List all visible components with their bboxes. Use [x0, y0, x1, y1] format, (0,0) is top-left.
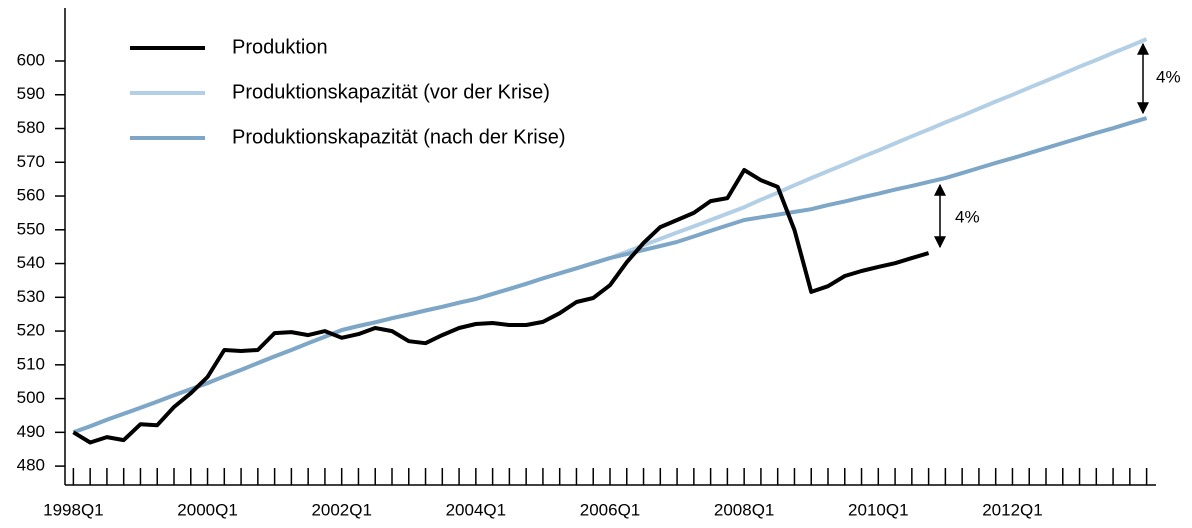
legend-label: Produktionskapazität (nach der Krise)	[232, 126, 566, 148]
y-tick-label: 550	[17, 219, 45, 238]
x-tick-label: 2000Q1	[177, 500, 238, 519]
x-tick-label: 2006Q1	[580, 500, 641, 519]
y-tick-label: 600	[17, 50, 45, 69]
y-tick-label: 480	[17, 456, 45, 475]
x-tick-label: 2010Q1	[848, 500, 909, 519]
y-tick-label: 590	[17, 84, 45, 103]
y-tick-label: 500	[17, 388, 45, 407]
x-tick-label: 2004Q1	[446, 500, 507, 519]
y-tick-label: 510	[17, 354, 45, 373]
y-tick-label: 540	[17, 253, 45, 272]
y-tick-label: 490	[17, 422, 45, 441]
series-line	[72, 116, 1148, 435]
x-tick-label: 2002Q1	[311, 500, 372, 519]
x-tick-label: 2008Q1	[714, 500, 775, 519]
annotation: 4%	[955, 207, 980, 226]
x-tick-label: 1998Q1	[43, 500, 104, 519]
series-line	[72, 168, 930, 445]
legend-label: Produktionskapazität (vor der Krise)	[232, 81, 550, 103]
y-tick-label: 520	[17, 321, 45, 340]
y-tick-label: 580	[17, 118, 45, 137]
y-tick-label: 560	[17, 186, 45, 205]
legend-label: Produktion	[232, 36, 328, 58]
y-tick-label: 530	[17, 287, 45, 306]
y-tick-label: 570	[17, 152, 45, 171]
x-tick-label: 2012Q1	[982, 500, 1043, 519]
annotation: 4%	[1156, 67, 1181, 86]
